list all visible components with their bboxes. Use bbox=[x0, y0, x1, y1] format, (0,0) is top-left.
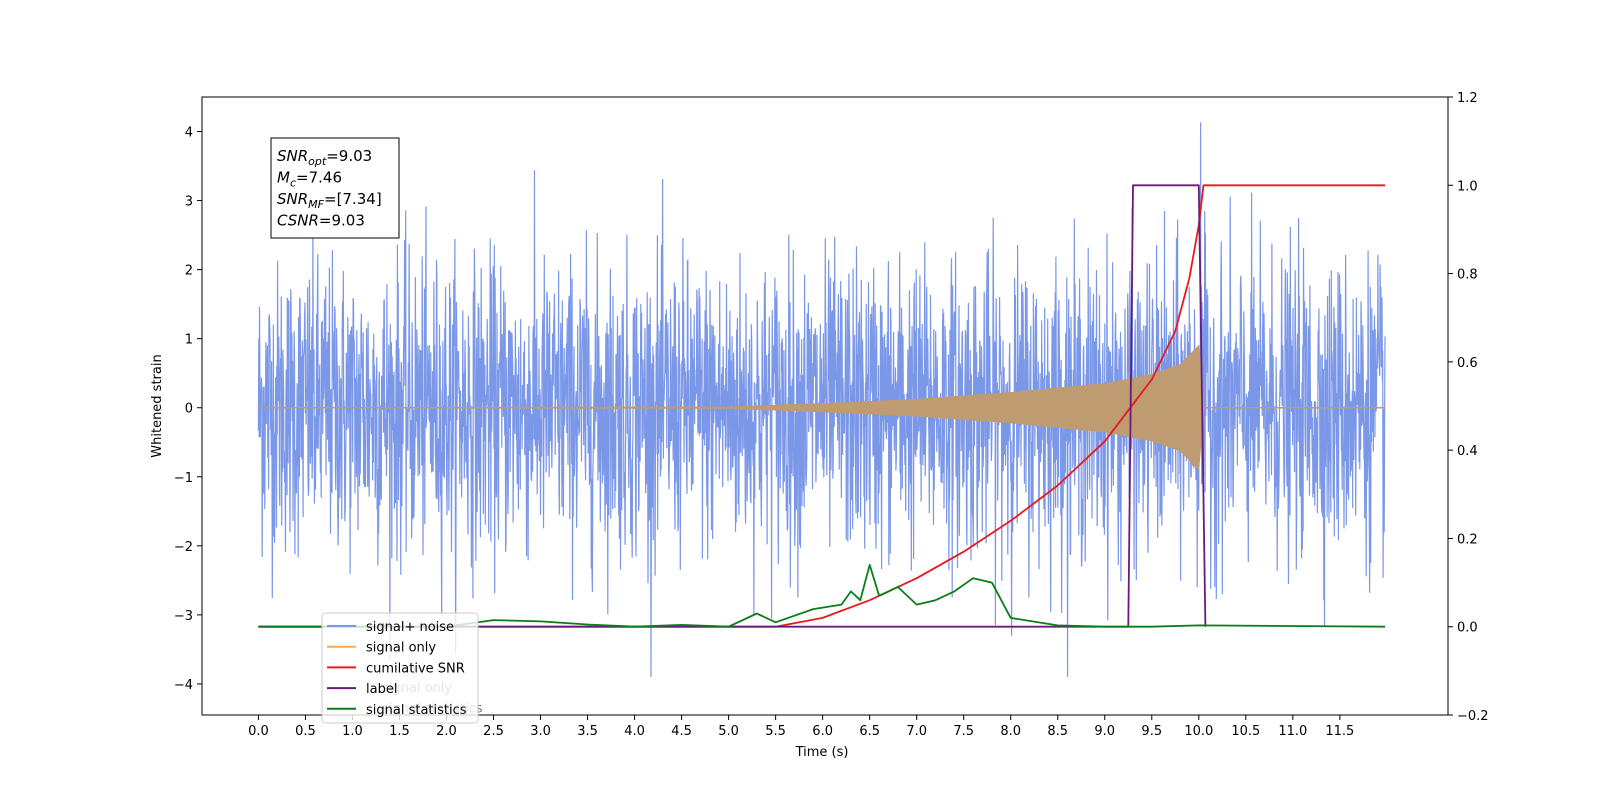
y-tick-label: −2 bbox=[174, 540, 193, 555]
y-axis-label: Whitened strain bbox=[150, 354, 165, 457]
series-signal-statistics-line bbox=[258, 564, 1386, 628]
x-tick-label: 2.5 bbox=[483, 724, 504, 739]
y-tick-label: 0 bbox=[185, 402, 193, 417]
y2-tick-label: −0.2 bbox=[1457, 709, 1489, 724]
y-tick-label: −1 bbox=[174, 471, 193, 486]
legend-entry: signal only bbox=[366, 641, 436, 656]
y2-tick-label: 0.6 bbox=[1457, 356, 1478, 371]
x-tick-label: 9.0 bbox=[1094, 724, 1115, 739]
x-tick-label: 2.0 bbox=[436, 724, 457, 739]
y-tick-label: 3 bbox=[185, 195, 193, 210]
x-tick-label: 5.0 bbox=[718, 724, 739, 739]
x-tick-label: 10.5 bbox=[1231, 724, 1260, 739]
y2-tick-label: 0.8 bbox=[1457, 268, 1478, 283]
series-signal-noise-line bbox=[257, 122, 1386, 678]
x-tick-label: 11.0 bbox=[1278, 724, 1307, 739]
axes: 0.0 0.5 1.0 1.5 2.0 2.5 3.0 3.5 4.0 4.5 5.0 5.5 6.0 6… bbox=[174, 91, 1489, 739]
info-box-frame bbox=[270, 137, 400, 239]
y2-tick-label: 1.0 bbox=[1457, 179, 1478, 194]
x-tick-label: 3.5 bbox=[577, 724, 598, 739]
x-tick-label: 8.0 bbox=[1000, 724, 1021, 739]
x-tick-label: 7.5 bbox=[953, 724, 974, 739]
info-line: CSNR=9.03 bbox=[277, 212, 365, 230]
plot-area bbox=[257, 122, 1386, 678]
y-tick-label: −4 bbox=[174, 678, 193, 693]
y2-tick-label: 1.2 bbox=[1457, 91, 1478, 106]
x-tick-label: 1.5 bbox=[389, 724, 410, 739]
series-label-line bbox=[258, 184, 1207, 628]
y-tick-label: 2 bbox=[185, 264, 193, 279]
x-tick-label: 4.5 bbox=[671, 724, 692, 739]
x-tick-label: 7.0 bbox=[906, 724, 927, 739]
x-tick-label: 11.5 bbox=[1325, 724, 1354, 739]
x-tick-label: 9.5 bbox=[1141, 724, 1162, 739]
legend-entry: signal+ noise bbox=[366, 620, 454, 635]
legend-entry: cumilative SNR bbox=[366, 661, 465, 676]
y2-tick-label: 0.4 bbox=[1457, 444, 1478, 459]
x-tick-label: 8.5 bbox=[1047, 724, 1068, 739]
info-line: SNRopt=9.03 bbox=[277, 147, 372, 168]
y-tick-label: 4 bbox=[185, 126, 193, 141]
info-line: SNRMF=[7.34] bbox=[277, 190, 382, 211]
y2-tick-label: 0.0 bbox=[1457, 621, 1478, 636]
legend-entry: label bbox=[366, 682, 397, 697]
series-cumulative-snr-line bbox=[258, 184, 1385, 628]
y-tick-label: 1 bbox=[185, 333, 193, 348]
legend-entry: signal statistics bbox=[366, 703, 467, 718]
x-tick-label: 1.0 bbox=[342, 724, 363, 739]
x-tick-label: 5.5 bbox=[765, 724, 786, 739]
x-tick-label: 0.5 bbox=[295, 724, 316, 739]
y2-tick-label: 0.2 bbox=[1457, 532, 1478, 547]
x-tick-label: 0.0 bbox=[248, 724, 269, 739]
x-tick-label: 6.5 bbox=[859, 724, 880, 739]
x-tick-label: 4.0 bbox=[624, 724, 645, 739]
legend: signal only signal statistics signal+ nois… bbox=[321, 612, 483, 724]
x-tick-label: 6.0 bbox=[812, 724, 833, 739]
y-tick-label: −3 bbox=[174, 609, 193, 624]
info-line: Mc=7.46 bbox=[277, 169, 342, 190]
x-tick-label: 3.0 bbox=[530, 724, 551, 739]
plot-frame bbox=[201, 96, 1449, 716]
x-axis-label: Time (s) bbox=[795, 745, 849, 760]
x-tick-label: 10.0 bbox=[1184, 724, 1213, 739]
legend-frame bbox=[321, 612, 479, 724]
